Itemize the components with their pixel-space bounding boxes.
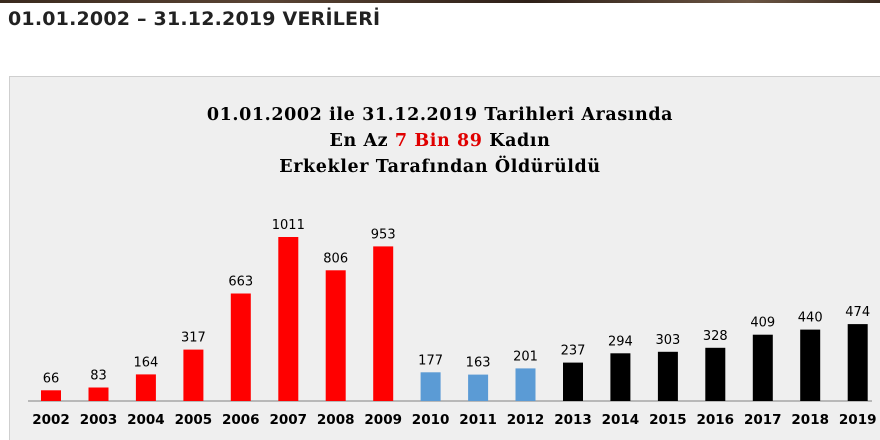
data-label-2017: 409	[750, 316, 775, 331]
x-tick-label-2005: 2005	[175, 412, 213, 428]
x-tick-label-2017: 2017	[744, 412, 782, 428]
data-label-2004: 164	[133, 355, 158, 370]
chart-title-line-1: 01.01.2002 ile 31.12.2019 Tarihleri Aras…	[206, 105, 674, 125]
data-label-2011: 163	[466, 356, 491, 371]
bar-2010	[420, 372, 441, 401]
bar-2017	[752, 334, 773, 401]
x-tick-label-2009: 2009	[364, 412, 402, 428]
data-label-2012: 201	[513, 349, 538, 364]
x-tick-label-2015: 2015	[649, 412, 687, 428]
data-label-2009: 953	[371, 227, 396, 242]
bar-2005	[183, 349, 204, 401]
x-tick-label-2013: 2013	[554, 412, 592, 428]
data-label-2008: 806	[323, 251, 348, 266]
x-tick-label-2019: 2019	[839, 412, 877, 428]
x-tick-label-2011: 2011	[459, 412, 497, 428]
x-tick-label-2007: 2007	[270, 412, 308, 428]
chart-title-total-highlight: 7 Bin 89	[394, 131, 483, 151]
bar-2014	[610, 353, 631, 401]
bar-2008	[325, 270, 346, 401]
data-label-2002: 66	[43, 371, 60, 386]
data-label-2014: 294	[608, 334, 633, 349]
data-label-2016: 328	[703, 329, 728, 344]
bar-2007	[278, 237, 299, 401]
data-label-2003: 83	[90, 369, 107, 384]
chart-panel	[9, 76, 880, 440]
bar-2006	[230, 293, 251, 401]
data-label-2015: 303	[655, 333, 680, 348]
x-tick-label-2003: 2003	[80, 412, 118, 428]
bar-2018	[800, 329, 821, 401]
x-tick-label-2010: 2010	[412, 412, 450, 428]
bar-2016	[705, 347, 726, 401]
x-tick-label-2004: 2004	[127, 412, 165, 428]
top-decorative-strip	[0, 0, 880, 3]
chart-title-line-2-before: En Az	[329, 131, 395, 151]
data-label-2013: 237	[561, 344, 586, 359]
bar-2002	[41, 390, 61, 401]
x-tick-label-2014: 2014	[602, 412, 640, 428]
data-label-2018: 440	[798, 311, 823, 326]
bar-2004	[135, 374, 156, 401]
data-label-2010: 177	[418, 353, 443, 368]
chart-title-line-3: Erkekler Tarafından Öldürüldü	[279, 157, 601, 177]
bar-2011	[468, 374, 489, 401]
data-label-2007: 1011	[272, 218, 305, 233]
bar-2015	[657, 351, 678, 401]
page-heading: 01.01.2002 – 31.12.2019 VERİLERİ	[8, 8, 381, 30]
data-label-2005: 317	[181, 331, 206, 346]
bar-2009	[373, 246, 394, 401]
x-tick-label-2018: 2018	[791, 412, 829, 428]
x-tick-label-2006: 2006	[222, 412, 260, 428]
x-tick-label-2012: 2012	[507, 412, 545, 428]
x-tick-label-2016: 2016	[697, 412, 735, 428]
chart-title-line-2: En Az 7 Bin 89 Kadın	[0, 131, 880, 151]
bar-2013	[563, 362, 583, 401]
bar-2019	[847, 324, 868, 401]
data-label-2019: 474	[845, 305, 870, 320]
x-tick-label-2002: 2002	[32, 412, 70, 428]
x-tick-label-2008: 2008	[317, 412, 355, 428]
bar-2003	[88, 387, 109, 401]
bar-2012	[515, 368, 536, 401]
chart-title-line-2-after: Kadın	[482, 131, 551, 151]
data-label-2006: 663	[228, 275, 253, 290]
